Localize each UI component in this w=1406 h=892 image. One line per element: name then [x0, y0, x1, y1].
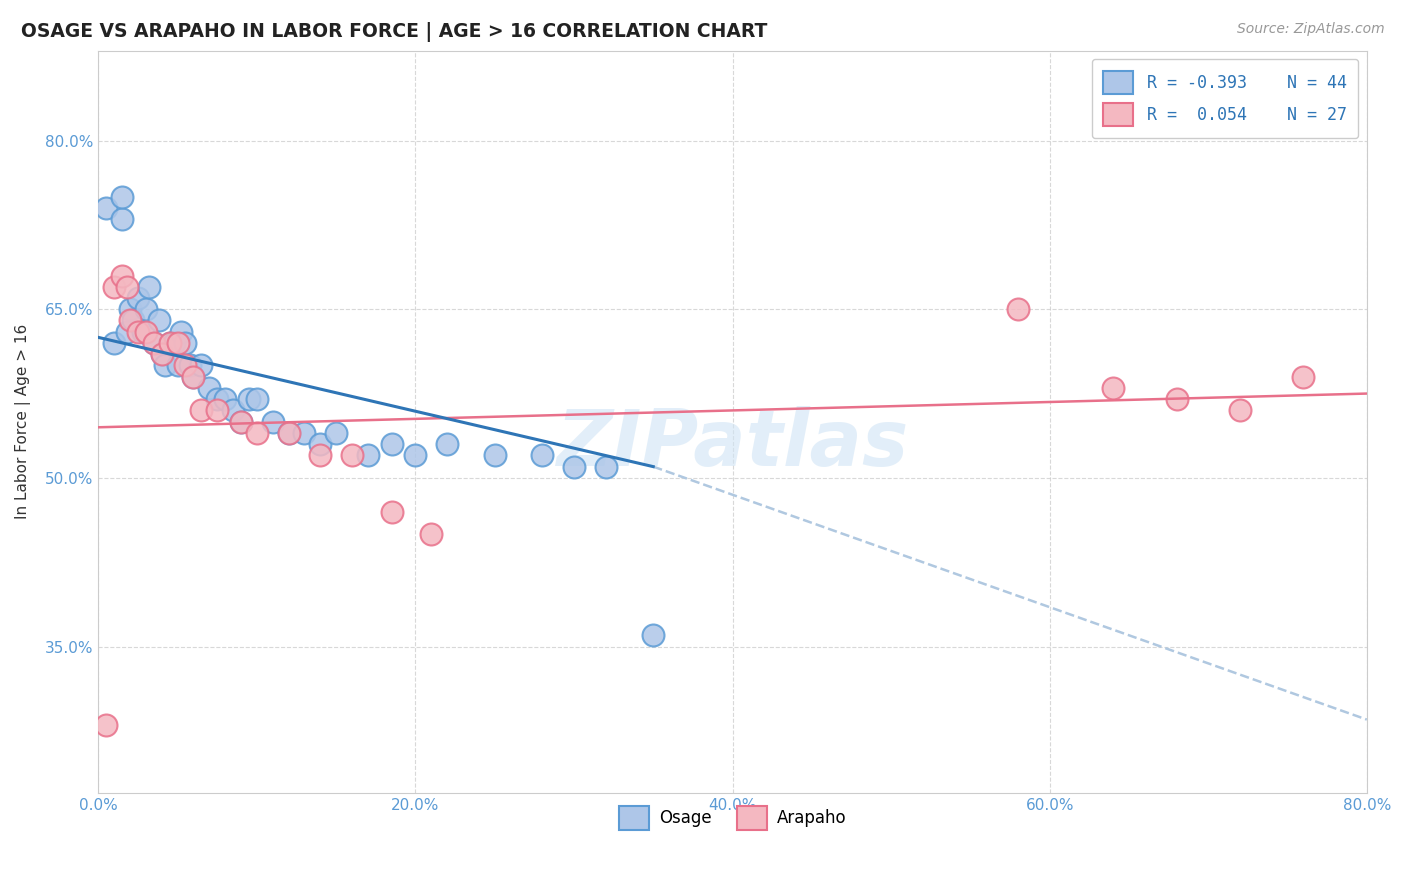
Point — [142, 335, 165, 350]
Text: OSAGE VS ARAPAHO IN LABOR FORCE | AGE > 16 CORRELATION CHART: OSAGE VS ARAPAHO IN LABOR FORCE | AGE > … — [21, 22, 768, 42]
Point — [404, 449, 426, 463]
Point — [1166, 392, 1188, 407]
Point — [103, 335, 125, 350]
Point — [205, 392, 228, 407]
Point — [111, 190, 134, 204]
Text: Source: ZipAtlas.com: Source: ZipAtlas.com — [1237, 22, 1385, 37]
Point — [118, 302, 141, 317]
Point — [198, 381, 221, 395]
Y-axis label: In Labor Force | Age > 16: In Labor Force | Age > 16 — [15, 324, 31, 519]
Point — [238, 392, 260, 407]
Point — [174, 335, 197, 350]
Point — [340, 449, 363, 463]
Point — [159, 335, 181, 350]
Point — [595, 459, 617, 474]
Point — [229, 415, 252, 429]
Point — [166, 359, 188, 373]
Point — [179, 359, 201, 373]
Point — [484, 449, 506, 463]
Point — [357, 449, 380, 463]
Point — [135, 325, 157, 339]
Point — [277, 425, 299, 440]
Point — [111, 268, 134, 283]
Point — [381, 437, 404, 451]
Text: ZIPatlas: ZIPatlas — [557, 406, 908, 482]
Legend: Osage, Arapaho: Osage, Arapaho — [612, 799, 853, 837]
Point — [190, 359, 212, 373]
Point — [127, 325, 149, 339]
Point — [103, 279, 125, 293]
Point — [159, 335, 181, 350]
Point — [115, 279, 138, 293]
Point — [153, 359, 176, 373]
Point — [436, 437, 458, 451]
Point — [183, 369, 205, 384]
Point — [205, 403, 228, 417]
Point — [1007, 302, 1029, 317]
Point — [127, 291, 149, 305]
Point — [183, 369, 205, 384]
Point — [246, 392, 269, 407]
Point — [1292, 369, 1315, 384]
Point — [222, 403, 245, 417]
Point — [262, 415, 284, 429]
Point — [115, 325, 138, 339]
Point — [135, 302, 157, 317]
Point — [643, 628, 665, 642]
Point — [148, 313, 170, 327]
Point — [122, 313, 145, 327]
Point — [214, 392, 236, 407]
Point — [277, 425, 299, 440]
Point — [111, 212, 134, 227]
Point — [246, 425, 269, 440]
Point — [166, 335, 188, 350]
Point — [229, 415, 252, 429]
Point — [562, 459, 585, 474]
Point — [96, 201, 118, 215]
Point — [1102, 381, 1125, 395]
Point — [309, 449, 332, 463]
Point — [420, 527, 443, 541]
Point — [1229, 403, 1251, 417]
Point — [381, 505, 404, 519]
Point — [150, 347, 173, 361]
Point — [292, 425, 315, 440]
Point — [170, 325, 193, 339]
Point — [190, 403, 212, 417]
Point — [163, 335, 186, 350]
Point — [131, 325, 153, 339]
Point — [96, 718, 118, 732]
Point — [531, 449, 554, 463]
Point — [142, 335, 165, 350]
Point — [150, 347, 173, 361]
Point — [309, 437, 332, 451]
Point — [174, 359, 197, 373]
Point — [138, 279, 160, 293]
Point — [118, 313, 141, 327]
Point — [325, 425, 347, 440]
